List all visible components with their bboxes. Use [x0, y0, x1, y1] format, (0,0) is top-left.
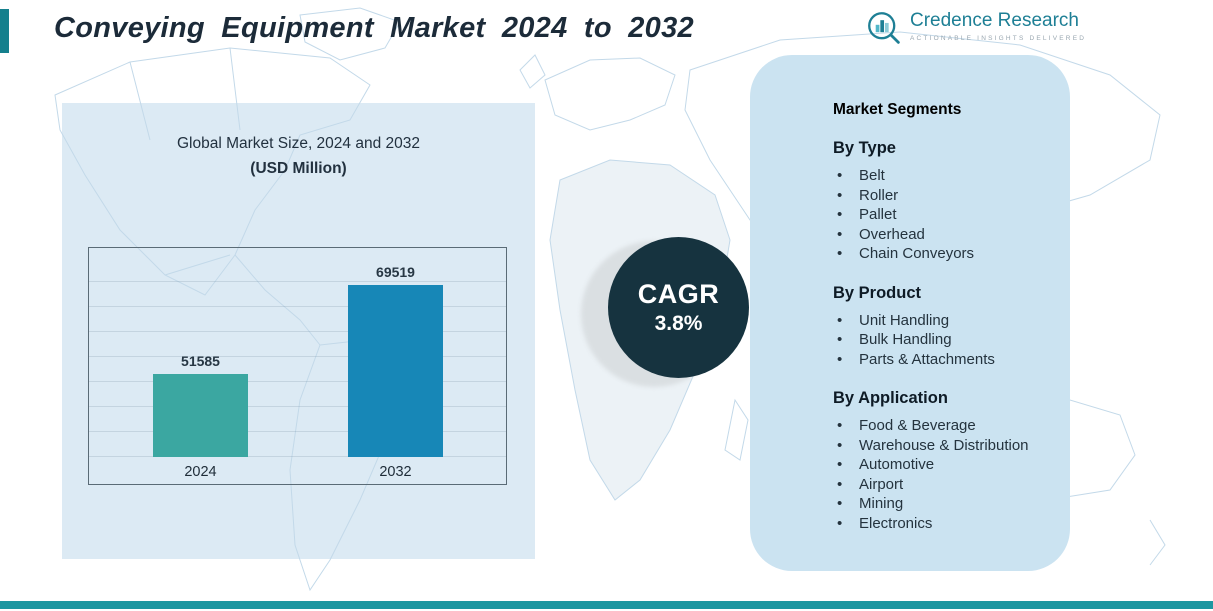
- list-item: Bulk Handling: [833, 330, 1044, 350]
- bar-chart: 51585 69519 2024 2032: [88, 247, 507, 485]
- bottom-accent-bar: [0, 601, 1213, 609]
- market-segments-panel: Market Segments By Type Belt Roller Pall…: [750, 55, 1070, 571]
- magnifier-bar-chart-icon: [868, 12, 900, 44]
- list-item: Chain Conveyors: [833, 244, 1044, 264]
- left-accent-bar: [0, 9, 9, 53]
- segment-section-by-type: By Type Belt Roller Pallet Overhead Chai…: [833, 139, 1044, 264]
- list-item: Mining: [833, 494, 1044, 514]
- list-item: Warehouse & Distribution: [833, 436, 1044, 456]
- bar-value-2032: 69519: [376, 264, 415, 280]
- brand-logo: Credence Research Actionable Insights De…: [866, 10, 1086, 47]
- page-title: Conveying Equipment Market 2024 to 2032: [54, 12, 694, 44]
- list-item: Overhead: [833, 225, 1044, 245]
- bar-group: 69519: [348, 264, 443, 457]
- island-madagascar: [724, 398, 749, 461]
- continent-greenland: [299, 7, 401, 61]
- segment-section-by-application: By Application Food & Beverage Warehouse…: [833, 389, 1044, 533]
- panel-title: Market Segments: [833, 101, 962, 118]
- x-axis-label-2032: 2032: [379, 464, 412, 480]
- list-item: Parts & Attachments: [833, 350, 1044, 370]
- segment-section-by-product: By Product Unit Handling Bulk Handling P…: [833, 284, 1044, 370]
- brand-tagline: Actionable Insights Delivered: [910, 35, 1087, 42]
- chart-title: Global Market Size, 2024 and 2032: [177, 135, 420, 152]
- segment-list: Belt Roller Pallet Overhead Chain Convey…: [833, 166, 1044, 264]
- plot-area: 51585 69519: [89, 260, 506, 457]
- bar-value-2024: 51585: [181, 353, 220, 369]
- list-item: Electronics: [833, 514, 1044, 534]
- list-item: Roller: [833, 186, 1044, 206]
- segment-heading: By Application: [833, 389, 948, 407]
- central-america: [234, 254, 321, 346]
- list-item: Food & Beverage: [833, 416, 1044, 436]
- cagr-label: CAGR: [637, 279, 720, 309]
- list-item: Pallet: [833, 205, 1044, 225]
- island-new-zealand: [1149, 519, 1166, 566]
- segment-heading: By Product: [833, 283, 922, 302]
- brand-name: Credence Research: [910, 10, 1079, 31]
- list-item: Belt: [833, 166, 1044, 186]
- chart-title-block: Global Market Size, 2024 and 2032 (USD M…: [62, 135, 535, 178]
- cagr-value: 3.8%: [654, 312, 703, 335]
- cagr-badge: CAGR 3.8%: [608, 237, 749, 378]
- borders-north-america: [129, 47, 241, 276]
- segment-heading: By Type: [833, 139, 896, 157]
- x-axis-label-2024: 2024: [184, 464, 217, 480]
- bar-group: 51585: [153, 353, 248, 457]
- segment-list: Food & Beverage Warehouse & Distribution…: [833, 416, 1044, 533]
- segment-list: Unit Handling Bulk Handling Parts & Atta…: [833, 311, 1044, 370]
- list-item: Airport: [833, 475, 1044, 495]
- list-item: Automotive: [833, 455, 1044, 475]
- bar: [348, 285, 443, 457]
- list-item: Unit Handling: [833, 311, 1044, 331]
- brand-text: Credence Research Actionable Insights De…: [910, 10, 1086, 42]
- continent-europe: [544, 57, 676, 131]
- chart-backdrop: [62, 103, 535, 559]
- island-uk: [519, 54, 546, 89]
- bar: [153, 374, 248, 457]
- chart-subtitle: (USD Million): [250, 160, 347, 177]
- continent-north-america: [54, 47, 371, 296]
